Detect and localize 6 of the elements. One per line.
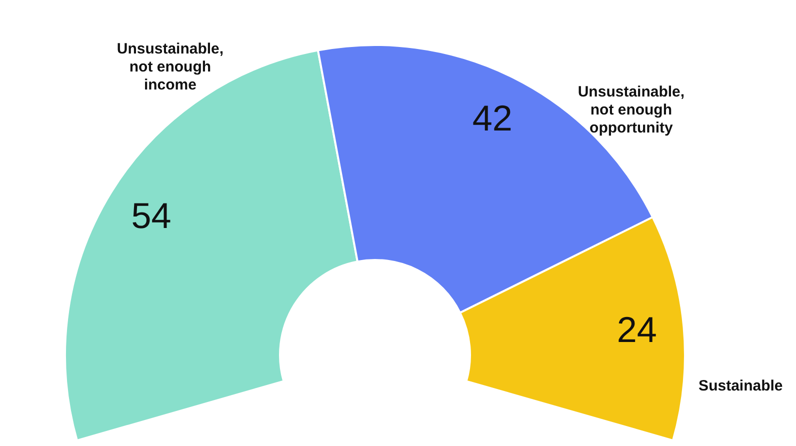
data-label: 54 <box>131 194 172 236</box>
data-label: 24 <box>616 309 657 350</box>
data-label: 42 <box>472 98 512 139</box>
slice-label: Unsustainable, not enough opportunity <box>578 83 685 136</box>
slice-label: Sustainable <box>698 378 783 395</box>
slice-label: Unsustainable, not enough income <box>116 40 224 94</box>
